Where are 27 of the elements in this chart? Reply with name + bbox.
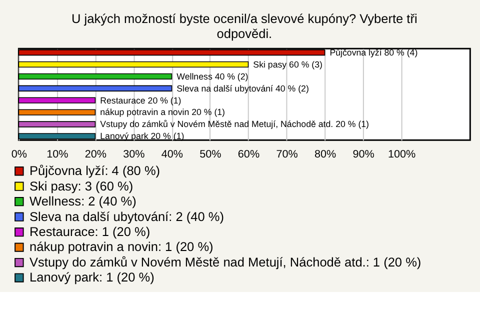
data-label: Vstupy do zámků v Novém Městě nad Metují, Náchodě atd. 20 % (1) (100, 119, 370, 130)
x-tick-label: 100% (388, 148, 416, 160)
x-tick-label: 30% (123, 148, 146, 160)
legend-label: nákup potravin a novin: 1 (20 %) (30, 239, 214, 254)
data-label: nákup potravin a novin 20 % (1) (100, 107, 226, 118)
x-tick-label: 40% (161, 148, 184, 160)
legend-label: Ski pasy: 3 (60 %) (30, 178, 134, 194)
x-tick-label: 10% (46, 148, 69, 160)
legend-label: Půjčovna lyží: 4 (80 %) (30, 163, 160, 178)
data-label: Půjčovna lyží 80 % (4) (330, 47, 418, 58)
x-tick-label: 60% (238, 148, 260, 160)
x-tick-label: 70% (276, 148, 298, 160)
data-label: Wellness 40 % (2) (176, 71, 248, 82)
chart-title: U jakých možností byste ocenil/a slevové kupóny? Vyberte tři odpovědi. (72, 11, 418, 41)
legend-label: Restaurace: 1 (20 %) (30, 224, 150, 239)
legend-label: Sleva na další ubytování: 2 (40 %) (30, 208, 224, 224)
legend-label: Lanový park: 1 (20 %) (30, 270, 154, 285)
x-tick-label: 50% (200, 148, 222, 160)
data-label: Restaurace 20 % (1) (100, 95, 182, 106)
x-tick-label: 80% (314, 148, 336, 160)
x-tick-label: 20% (84, 148, 107, 160)
data-label: Sleva na další ubytování 40 % (2) (176, 83, 309, 94)
data-label: Ski pasy 60 % (3) (253, 59, 323, 70)
legend-label: Vstupy do zámků v Novém Městě nad Metují, Náchodě atd.: 1 (20 %) (30, 254, 422, 270)
legend-label: Wellness: 2 (40 %) (30, 194, 136, 209)
x-tick-label: 90% (352, 148, 375, 160)
x-tick-label: 0% (11, 148, 28, 160)
